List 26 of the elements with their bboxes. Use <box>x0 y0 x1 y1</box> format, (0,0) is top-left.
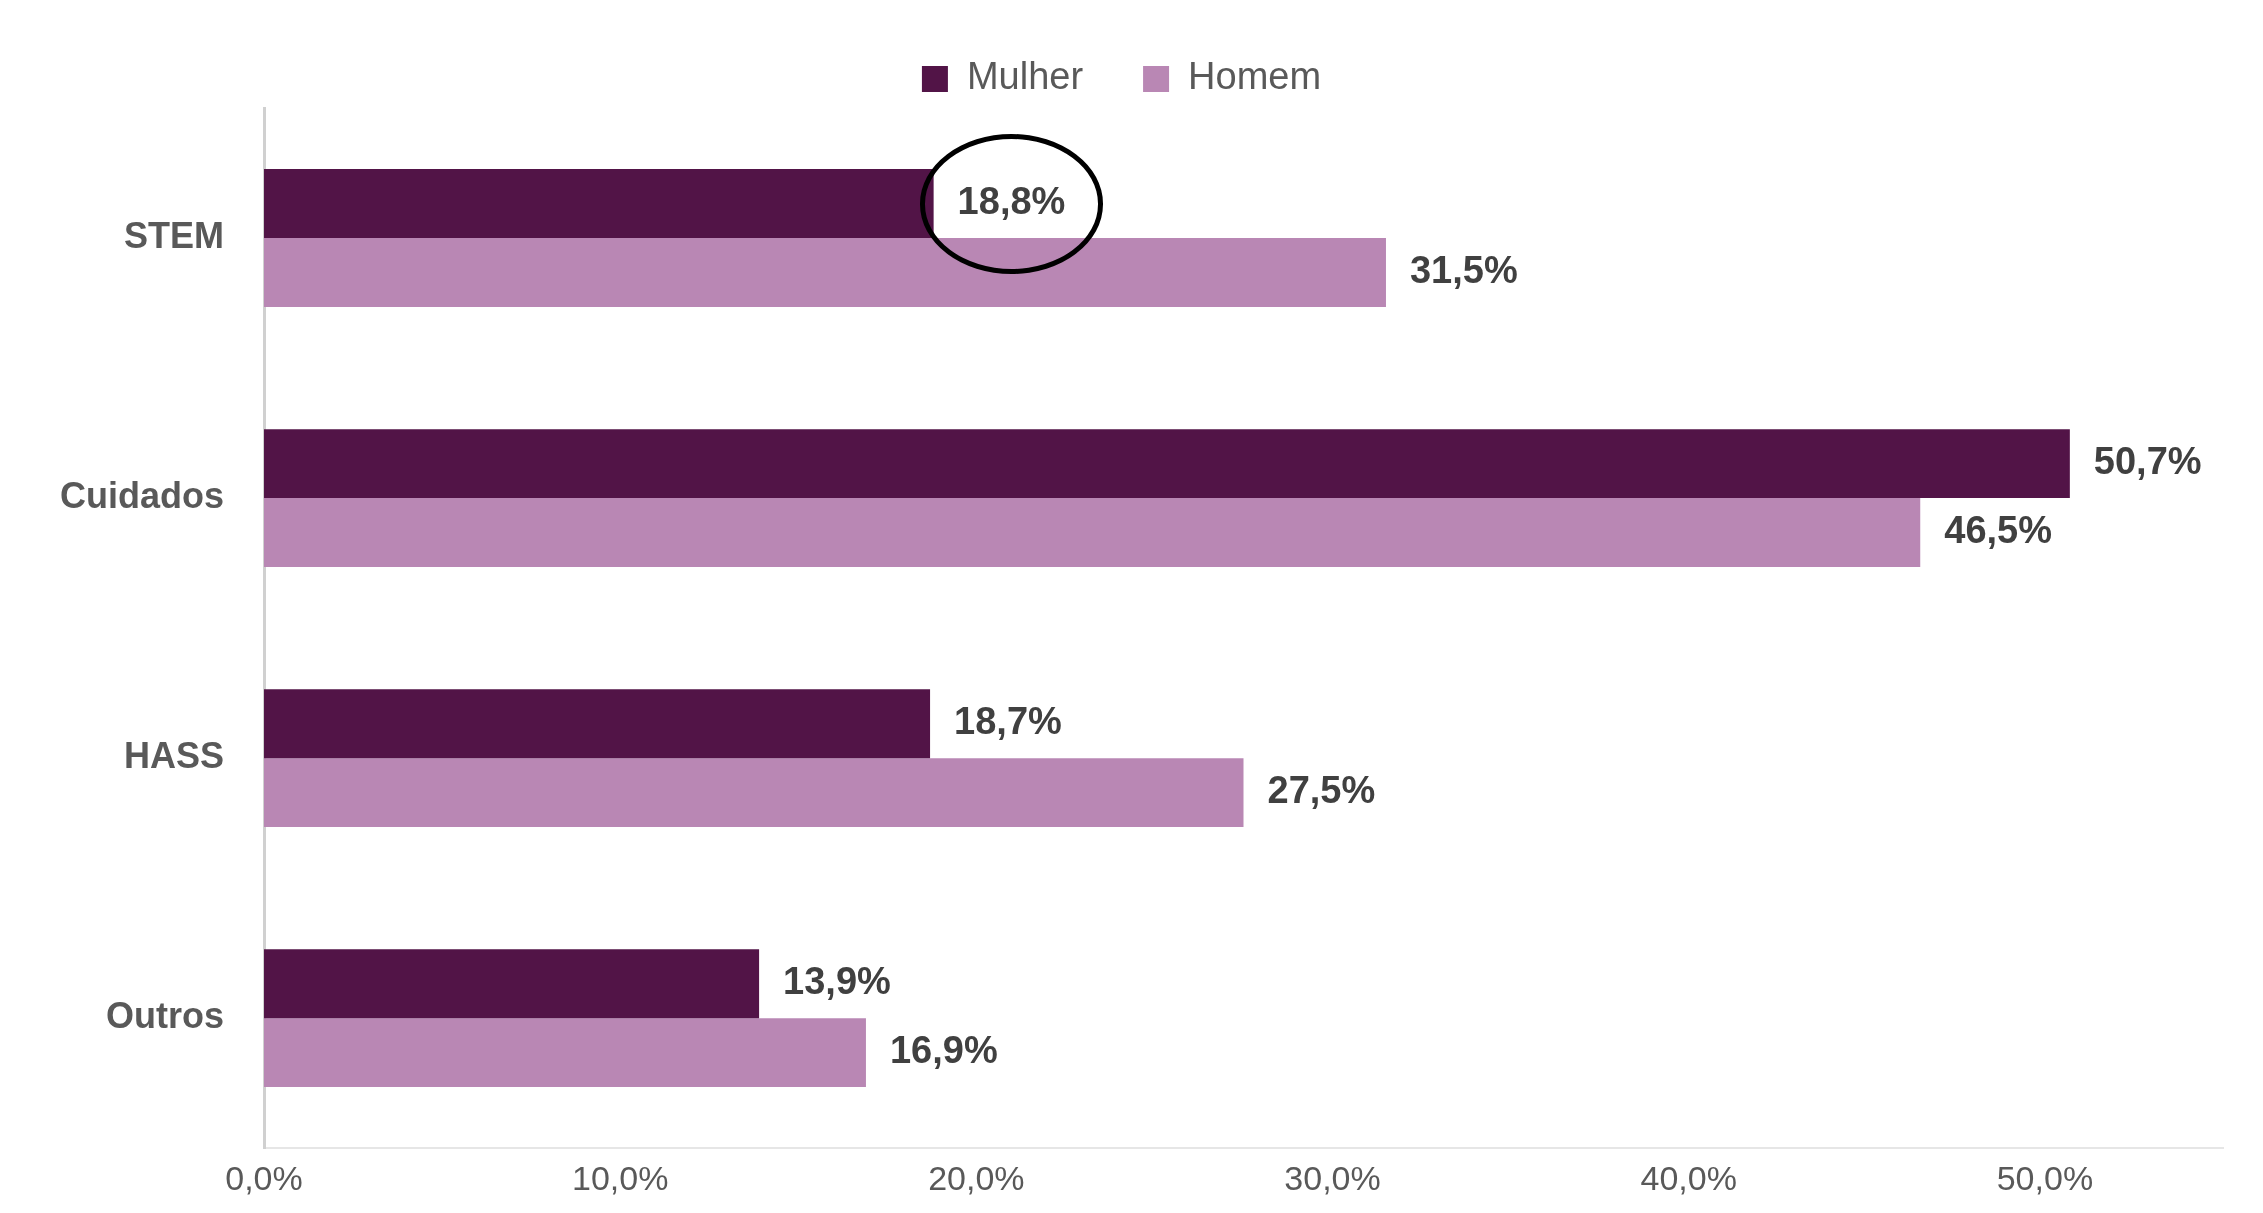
data-label: 31,5% <box>1409 248 1518 291</box>
x-tick-label: 20,0% <box>928 1158 1025 1197</box>
x-tick-label: 10,0% <box>571 1158 669 1197</box>
x-tick-label: 30,0% <box>1284 1158 1381 1197</box>
data-label: 18,8% <box>957 180 1066 223</box>
data-label: 46,5% <box>1944 509 2052 552</box>
y-tick-label: HASS <box>123 735 224 777</box>
legend-label: Mulher <box>966 55 1084 98</box>
bar <box>264 429 2070 499</box>
y-tick-label: STEM <box>123 214 224 256</box>
y-tick-label: Outros <box>105 995 224 1037</box>
legend-label: Homem <box>1188 55 1322 98</box>
bar <box>264 758 1244 828</box>
x-tick-label: 50,0% <box>1996 1158 2094 1197</box>
bar <box>264 498 1921 567</box>
data-label: 16,9% <box>889 1029 998 1072</box>
data-label: 18,7% <box>954 700 1062 743</box>
data-label: 27,5% <box>1267 769 1376 812</box>
x-tick-label: 0,0% <box>225 1158 303 1197</box>
data-label: 50,7% <box>2093 440 2202 483</box>
bar <box>264 1018 866 1088</box>
x-tick-label: 40,0% <box>1640 1158 1737 1197</box>
bar <box>264 949 760 1019</box>
bar <box>264 689 931 759</box>
data-label: 13,9% <box>783 960 891 1003</box>
y-tick-label: Cuidados <box>59 475 224 516</box>
